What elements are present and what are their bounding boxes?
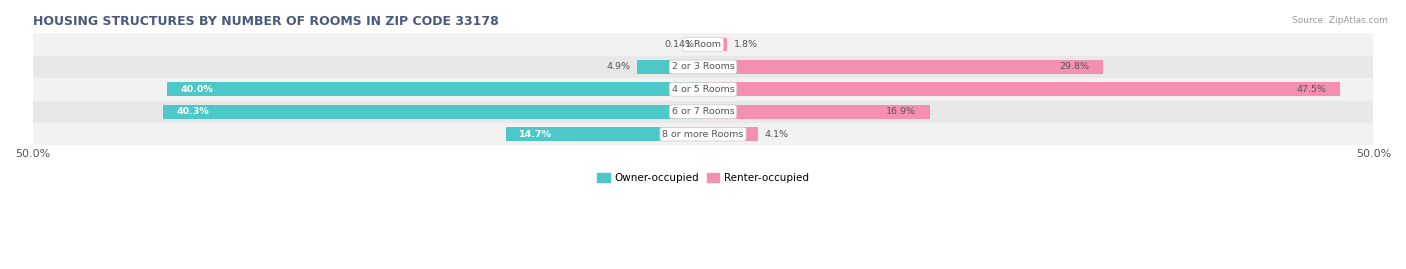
Bar [32, 56, 1374, 78]
Bar [703, 105, 929, 119]
Bar [637, 60, 703, 74]
Text: Source: ZipAtlas.com: Source: ZipAtlas.com [1292, 16, 1388, 25]
Text: 14.7%: 14.7% [519, 130, 553, 139]
Bar [32, 33, 1374, 56]
Text: 6 or 7 Rooms: 6 or 7 Rooms [672, 107, 734, 116]
Text: 16.9%: 16.9% [886, 107, 917, 116]
Text: 29.8%: 29.8% [1059, 62, 1090, 72]
Bar [703, 82, 1340, 96]
Text: 2 or 3 Rooms: 2 or 3 Rooms [672, 62, 734, 72]
Text: 4.1%: 4.1% [765, 130, 789, 139]
Text: 0.14%: 0.14% [665, 40, 695, 49]
Text: 40.3%: 40.3% [176, 107, 209, 116]
Bar [32, 78, 1374, 101]
Bar [703, 38, 727, 51]
Text: 1.8%: 1.8% [734, 40, 758, 49]
Bar [703, 127, 758, 141]
Bar [506, 127, 703, 141]
Text: 40.0%: 40.0% [180, 85, 212, 94]
Bar [163, 105, 703, 119]
Text: 1 Room: 1 Room [685, 40, 721, 49]
Bar [32, 101, 1374, 123]
Bar [32, 123, 1374, 145]
Bar [702, 38, 703, 51]
Text: 4.9%: 4.9% [606, 62, 631, 72]
Text: 8 or more Rooms: 8 or more Rooms [662, 130, 744, 139]
Text: 4 or 5 Rooms: 4 or 5 Rooms [672, 85, 734, 94]
Text: HOUSING STRUCTURES BY NUMBER OF ROOMS IN ZIP CODE 33178: HOUSING STRUCTURES BY NUMBER OF ROOMS IN… [32, 15, 498, 28]
Legend: Owner-occupied, Renter-occupied: Owner-occupied, Renter-occupied [593, 169, 813, 187]
Bar [167, 82, 703, 96]
Text: 47.5%: 47.5% [1296, 85, 1326, 94]
Bar [703, 60, 1102, 74]
